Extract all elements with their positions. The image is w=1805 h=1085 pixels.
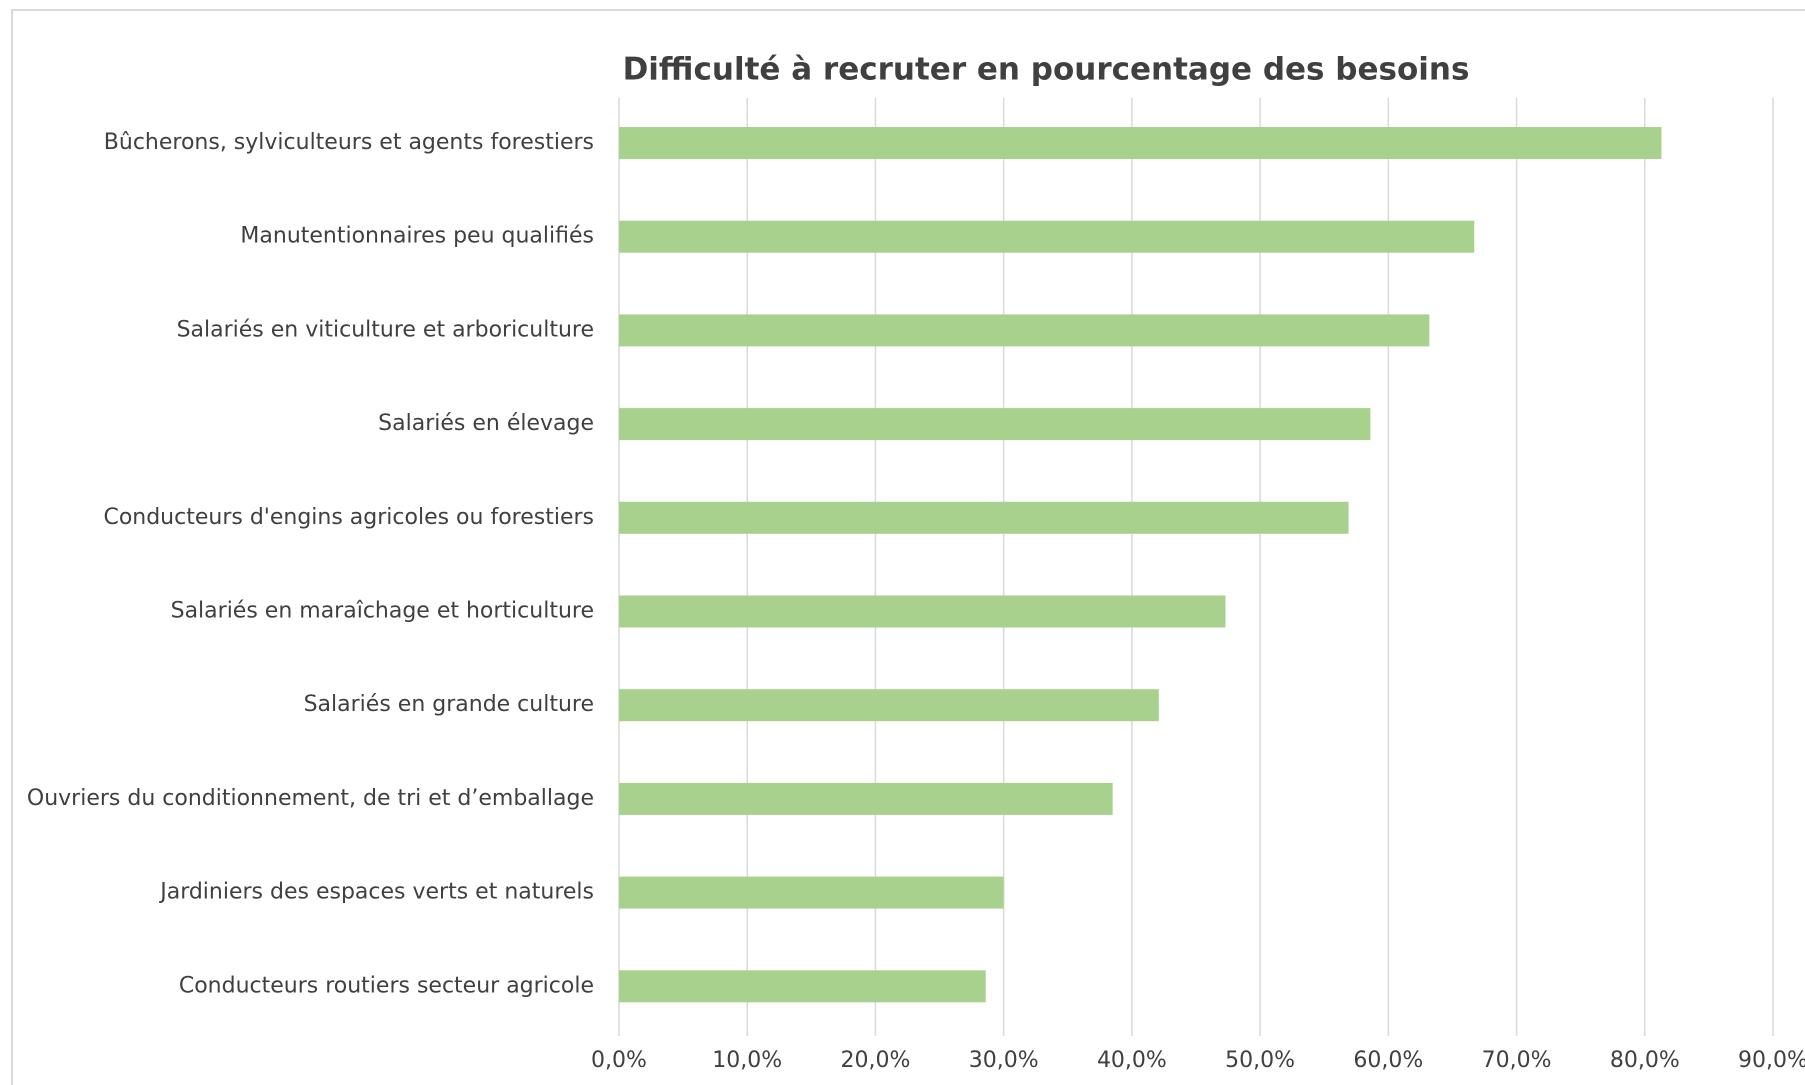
bar (619, 314, 1430, 347)
chart-frame (11, 9, 1805, 1085)
x-tick-label: 30,0% (969, 1048, 1039, 1073)
x-tick-label: 40,0% (1097, 1048, 1167, 1073)
x-tick-label: 70,0% (1482, 1048, 1552, 1073)
y-tick-label: Conducteurs routiers secteur agricole (179, 973, 594, 998)
bar (619, 595, 1226, 628)
y-tick-label: Salariés en viticulture et arboriculture (177, 317, 594, 342)
bar (619, 220, 1475, 253)
x-tick-label: 90,0% (1738, 1048, 1805, 1073)
x-tick-label: 50,0% (1225, 1048, 1295, 1073)
x-tick-label: 10,0% (712, 1048, 782, 1073)
y-tick-label: Manutentionnaires peu qualifiés (240, 224, 594, 249)
bar (619, 782, 1113, 815)
bar (619, 408, 1371, 441)
y-tick-label: Ouvriers du conditionnement, de tri et d… (27, 786, 594, 811)
x-tick-label: 60,0% (1353, 1048, 1423, 1073)
bar (619, 689, 1159, 722)
x-tick-label: 0,0% (591, 1048, 647, 1073)
y-tick-label: Salariés en élevage (378, 411, 594, 436)
y-tick-label: Conducteurs d'engins agricoles ou forest… (103, 505, 594, 530)
bar (619, 501, 1349, 534)
y-tick-label: Jardiniers des espaces verts et naturels (158, 880, 594, 905)
y-tick-label: Salariés en maraîchage et horticulture (171, 599, 594, 624)
bar (619, 876, 1004, 909)
chart-title: Difficulté à recruter en pourcentage des… (623, 52, 1470, 88)
bar (619, 970, 986, 1003)
x-tick-label: 80,0% (1610, 1048, 1680, 1073)
bar (619, 127, 1662, 159)
x-tick-label: 20,0% (840, 1048, 910, 1073)
y-tick-label: Salariés en grande culture (304, 692, 594, 717)
y-tick-label: Bûcherons, sylviculteurs et agents fores… (104, 130, 594, 155)
